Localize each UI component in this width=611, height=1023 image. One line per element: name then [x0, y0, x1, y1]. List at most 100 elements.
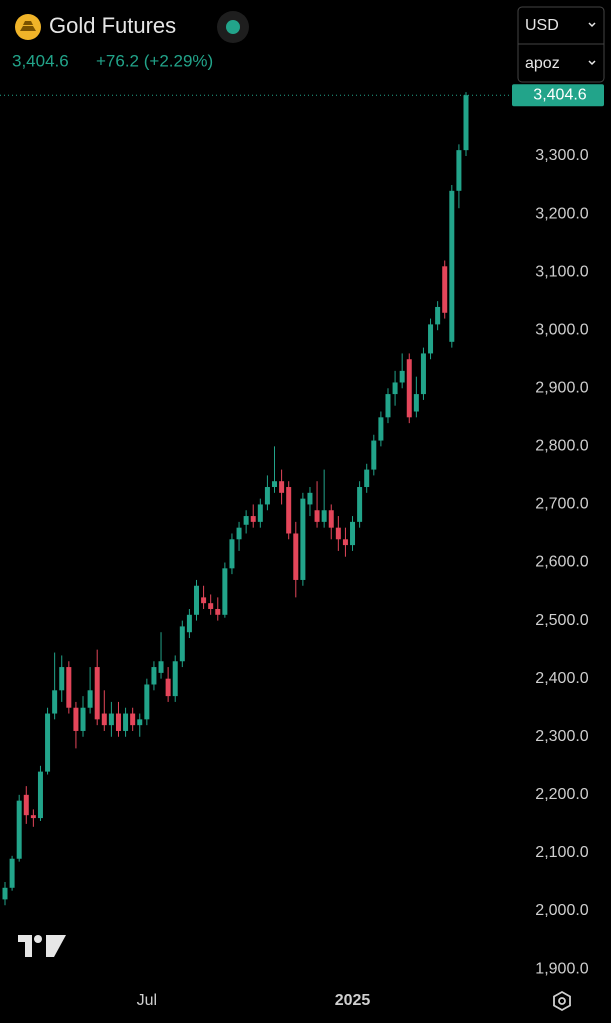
- y-tick-label: 3,300.0: [535, 147, 588, 164]
- candle-body: [328, 510, 334, 528]
- candle-body: [378, 417, 384, 441]
- logo-part: [18, 935, 32, 957]
- currency-dropdown[interactable]: USD: [525, 17, 596, 34]
- y-tick-label: 2,100.0: [535, 844, 588, 861]
- y-tick-label: 2,800.0: [535, 438, 588, 455]
- scale-dropdown[interactable]: apoz: [525, 55, 596, 72]
- settings-icon-center: [558, 997, 566, 1005]
- candle-body: [130, 713, 136, 726]
- y-tick-label: 2,000.0: [535, 902, 588, 919]
- candle-body: [449, 190, 455, 342]
- dropdown-arrow: [588, 22, 596, 28]
- y-tick-label: 2,700.0: [535, 496, 588, 513]
- settings-icon[interactable]: [553, 990, 571, 1012]
- candle-body: [406, 359, 412, 418]
- candle-body: [272, 481, 278, 488]
- candle-body: [23, 794, 29, 816]
- candle-body: [45, 713, 51, 772]
- candle-body: [66, 667, 72, 708]
- candle-body: [101, 713, 107, 726]
- candle-body: [123, 713, 129, 731]
- y-tick-label: 2,400.0: [535, 670, 588, 687]
- candle-body: [144, 684, 150, 720]
- candle-body: [80, 707, 86, 731]
- candle-body: [321, 510, 327, 522]
- candle-body: [243, 516, 249, 525]
- y-tick-label: 2,200.0: [535, 786, 588, 803]
- candle-body: [399, 370, 405, 383]
- candle-body: [94, 667, 100, 720]
- candle-body: [428, 324, 434, 354]
- candle-body: [257, 504, 263, 522]
- settings-button[interactable]: [553, 990, 571, 1012]
- candle-body: [293, 533, 299, 580]
- header-change: +76.2 (+2.29%): [96, 51, 213, 70]
- candle-body: [37, 771, 43, 819]
- candle-body: [420, 353, 426, 395]
- candle-body: [208, 603, 214, 609]
- candle-body: [392, 382, 398, 395]
- y-tick-label: 2,500.0: [535, 612, 588, 629]
- header-price: 3,404.6: [12, 51, 69, 70]
- y-tick-label: 2,300.0: [535, 728, 588, 745]
- y-tick-label: 3,100.0: [535, 263, 588, 280]
- y-tick-label: 2,900.0: [535, 379, 588, 396]
- candle-body: [307, 492, 313, 505]
- candle-body: [442, 266, 448, 313]
- y-tick-label: 3,000.0: [535, 321, 588, 338]
- logo-part: [34, 935, 42, 943]
- candle-body: [215, 608, 221, 615]
- symbol-title: Gold Futures: [49, 13, 176, 38]
- candle-body: [151, 667, 157, 685]
- candle-body: [264, 487, 270, 505]
- candle-body: [435, 306, 441, 325]
- candle-body: [357, 487, 363, 522]
- dropdown-arrow: [588, 60, 596, 66]
- x-tick-label: 2025: [335, 992, 371, 1009]
- candle-body: [222, 568, 228, 615]
- candle-body: [364, 469, 370, 488]
- candle-body: [201, 597, 207, 604]
- candle-body: [371, 440, 377, 470]
- candle-body: [52, 690, 58, 714]
- candle-body: [16, 800, 22, 859]
- candle-body: [186, 614, 192, 633]
- candle-body: [158, 661, 164, 673]
- tv-logo: [18, 935, 66, 957]
- candle-body: [236, 527, 242, 540]
- candle-body: [314, 510, 320, 522]
- symbol-icon-bars: [20, 21, 36, 31]
- candle-body: [9, 858, 15, 888]
- scale-label[interactable]: apoz: [525, 55, 560, 72]
- candle-body: [342, 539, 348, 546]
- candle-body: [30, 815, 36, 819]
- candle-body: [229, 539, 235, 569]
- currency-label[interactable]: USD: [525, 17, 559, 34]
- candle-body: [165, 678, 171, 697]
- candle-body: [300, 498, 306, 580]
- candle-body: [115, 713, 121, 731]
- candle-body: [335, 527, 341, 540]
- candle-body: [108, 713, 114, 726]
- status-dot: [226, 20, 240, 34]
- candle-body: [385, 394, 391, 418]
- candle-body: [193, 585, 199, 615]
- last-price-label: 3,404.6: [533, 86, 586, 103]
- candle-body: [87, 690, 93, 708]
- x-tick-label: Jul: [137, 992, 157, 1009]
- candle-body: [137, 719, 143, 726]
- y-tick-label: 1,900.0: [535, 960, 588, 977]
- candle-body: [73, 707, 79, 731]
- candle-body: [463, 95, 469, 151]
- y-tick-label: 3,200.0: [535, 205, 588, 222]
- candle-body: [172, 661, 178, 697]
- candle-body: [2, 887, 8, 900]
- logo-part: [46, 935, 66, 957]
- candle-body: [279, 481, 285, 493]
- candle-body: [413, 394, 419, 412]
- candle-body: [286, 487, 292, 534]
- y-tick-label: 2,600.0: [535, 554, 588, 571]
